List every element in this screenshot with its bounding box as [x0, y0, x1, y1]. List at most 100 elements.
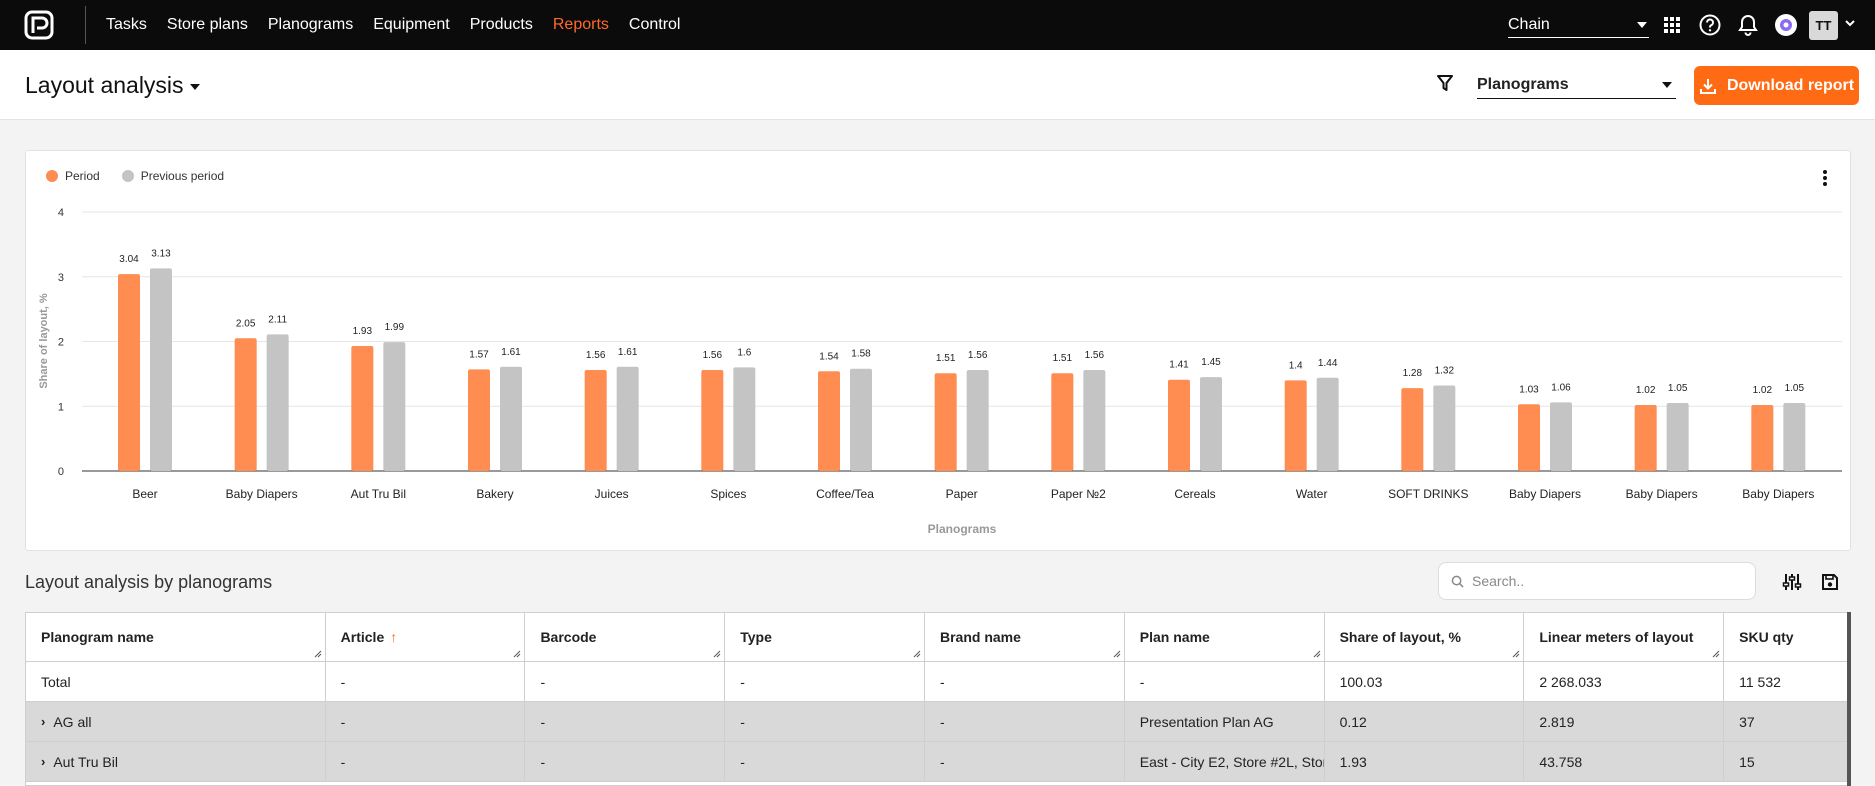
- bar-previous-period: [1783, 403, 1806, 471]
- x-axis-label: Planograms: [928, 522, 997, 536]
- resize-handle-icon[interactable]: [1113, 650, 1121, 658]
- table-cell: 43.758: [1524, 742, 1725, 781]
- user-avatar[interactable]: TT: [1809, 11, 1838, 40]
- resize-handle-icon[interactable]: [1512, 650, 1520, 658]
- x-tick-label: Baby Diapers: [1509, 487, 1581, 501]
- column-header-article[interactable]: Article ↑: [326, 613, 526, 661]
- column-settings-icon[interactable]: [1780, 570, 1804, 594]
- table-cell: -: [725, 742, 925, 781]
- page-title-dropdown[interactable]: Layout analysis: [25, 72, 200, 99]
- table-row[interactable]: › Aut Tru Bil - - - - East - City E2, Sto…: [26, 742, 1850, 782]
- column-header-plan-name[interactable]: Plan name: [1125, 613, 1325, 661]
- more-options-icon[interactable]: [1822, 169, 1828, 187]
- resize-handle-icon[interactable]: [1712, 650, 1720, 658]
- table-cell-expandable[interactable]: › Aut Tru Bil: [26, 742, 326, 781]
- bar-value-label: 3.04: [119, 254, 139, 265]
- workspace-logo-icon[interactable]: [1774, 13, 1798, 37]
- x-tick-label: Beer: [132, 487, 157, 501]
- column-header-label: Barcode: [540, 629, 597, 645]
- bar-value-label: 1.28: [1403, 368, 1423, 379]
- bar-value-label: 1.02: [1753, 385, 1773, 396]
- bar-value-label: 1.05: [1785, 383, 1805, 394]
- sort-ascending-icon[interactable]: ↑: [390, 629, 398, 645]
- nav-equipment[interactable]: Equipment: [373, 16, 450, 33]
- report-type-select[interactable]: Planograms: [1477, 71, 1676, 99]
- legend-dot: [121, 170, 134, 182]
- table-cell: 15: [1739, 753, 1755, 770]
- table-row[interactable]: › AG all - - - - Presentation Plan AG 0.1…: [26, 702, 1850, 742]
- save-icon[interactable]: [1818, 570, 1842, 594]
- x-tick-label: Paper: [946, 487, 978, 501]
- chart-legend: Period Previous period: [46, 169, 224, 183]
- logo-divider: [85, 6, 86, 44]
- bar-previous-period: [850, 368, 872, 471]
- x-tick-label: Water: [1296, 487, 1328, 501]
- chain-select[interactable]: Chain: [1508, 12, 1649, 38]
- y-tick-label: 3: [58, 272, 64, 284]
- x-tick-label: Baby Diapers: [226, 487, 298, 501]
- bar-previous-period: [266, 334, 289, 471]
- resize-handle-icon[interactable]: [1313, 650, 1321, 658]
- table-scrollbar[interactable]: [1847, 612, 1851, 786]
- table-cell: 100.03: [1325, 662, 1525, 701]
- nav-control[interactable]: Control: [628, 16, 681, 33]
- resize-handle-icon[interactable]: [513, 650, 521, 658]
- nav-tasks[interactable]: Tasks: [106, 16, 147, 33]
- column-header-linear-meters[interactable]: Linear meters of layout: [1524, 613, 1725, 661]
- column-header-brand-name[interactable]: Brand name: [925, 613, 1125, 661]
- table-cell: 2 268.033: [1524, 662, 1725, 701]
- bar-value-label: 1.4: [1289, 360, 1303, 371]
- nav-planograms[interactable]: Planograms: [267, 16, 354, 33]
- bar-previous-period: [616, 366, 639, 471]
- bar-period: [1401, 388, 1424, 471]
- bar-previous-period: [1433, 385, 1456, 471]
- search-input[interactable]: [1472, 573, 1732, 589]
- data-table: Planogram name Article ↑ Barcode Type Bra…: [25, 612, 1851, 786]
- column-header-sku-qty[interactable]: SKU qty: [1724, 613, 1850, 661]
- resize-handle-icon[interactable]: [314, 650, 322, 658]
- download-icon: [1699, 78, 1716, 94]
- table-cell: -: [1125, 662, 1325, 701]
- bar-previous-period: [1666, 403, 1689, 471]
- column-header-type[interactable]: Type: [725, 613, 925, 661]
- nav-products[interactable]: Products: [469, 16, 533, 33]
- table-cell: 37: [1739, 713, 1755, 730]
- nav-store-plans[interactable]: Store plans: [166, 16, 248, 33]
- column-header-label: Brand name: [940, 629, 1021, 645]
- chevron-down-icon: [1662, 81, 1672, 88]
- bar-value-label: 1.02: [1636, 385, 1656, 396]
- chevron-right-icon[interactable]: ›: [41, 754, 46, 769]
- bar-value-label: 1.61: [618, 347, 638, 358]
- column-header-planogram-name[interactable]: Planogram name: [26, 613, 326, 661]
- legend-item-period[interactable]: Period: [46, 169, 100, 183]
- chevron-right-icon[interactable]: ›: [41, 714, 46, 729]
- report-type-value: Planograms: [1477, 75, 1569, 93]
- table-cell-expandable[interactable]: › AG all: [26, 702, 326, 741]
- top-navigation-bar: Tasks Store plans Planograms Equipment P…: [0, 0, 1875, 50]
- column-header-share-of-layout[interactable]: Share of layout, %: [1325, 613, 1525, 661]
- download-report-button[interactable]: Download report: [1694, 66, 1859, 105]
- bar-value-label: 1.45: [1201, 357, 1221, 368]
- bar-value-label: 1.56: [586, 350, 606, 361]
- bar-value-label: 1.54: [819, 351, 839, 362]
- column-header-barcode[interactable]: Barcode: [525, 613, 726, 661]
- bar-period: [934, 373, 957, 471]
- notification-bell-icon[interactable]: [1736, 13, 1760, 37]
- help-icon[interactable]: [1698, 13, 1722, 37]
- app-logo[interactable]: [24, 10, 54, 40]
- bar-period: [468, 369, 490, 471]
- resize-handle-icon[interactable]: [713, 650, 721, 658]
- bar-period: [818, 371, 840, 471]
- legend-item-previous-period[interactable]: Previous period: [121, 169, 224, 183]
- apps-grid-icon[interactable]: [1660, 13, 1684, 37]
- search-field[interactable]: [1438, 562, 1756, 600]
- bar-value-label: 1.41: [1169, 360, 1189, 371]
- filter-icon[interactable]: [1436, 74, 1454, 92]
- bar-value-label: 1.05: [1668, 383, 1688, 394]
- y-tick-label: 0: [58, 466, 64, 478]
- nav-reports[interactable]: Reports: [552, 16, 609, 33]
- table-cell: Presentation Plan AG: [1125, 702, 1325, 741]
- chevron-down-icon[interactable]: [1844, 17, 1856, 29]
- bar-period: [234, 338, 257, 471]
- resize-handle-icon[interactable]: [913, 650, 921, 658]
